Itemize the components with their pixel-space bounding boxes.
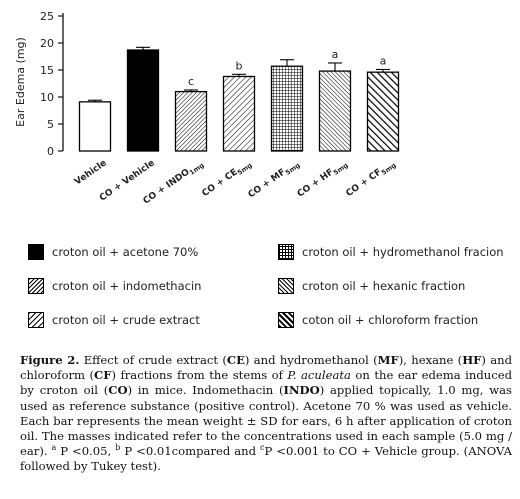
bar (174, 90, 208, 152)
legend-swatch (28, 278, 44, 294)
caption-text: ) fractions from the stems of (111, 368, 288, 383)
caption-species: P. aculeata (287, 368, 351, 383)
caption-abbrev: CO (108, 383, 128, 398)
bars: c b a a (78, 46, 400, 152)
caption-abbrev: MF (377, 353, 399, 367)
caption-abbrev: CE (226, 353, 245, 367)
legend-label: croton oil + hydromethanol fracion (302, 245, 504, 259)
x-tick-label: CO + CF5mg (344, 158, 397, 200)
caption-abbrev: INDO (283, 383, 320, 398)
legend-swatch (278, 278, 294, 294)
legend-label: croton oil + acetone 70% (52, 245, 199, 259)
y-tick-label: 10 (40, 91, 54, 104)
bar (366, 71, 400, 152)
caption-superscript: c (260, 443, 265, 453)
y-tick-label: 20 (40, 37, 54, 50)
significance-label: a (380, 54, 387, 67)
x-tick-label: CO + MF5mg (247, 158, 302, 202)
caption-text: ), hexane ( (398, 353, 463, 367)
significance-label: a (332, 48, 339, 61)
y-tick-label: 25 (40, 10, 54, 23)
bar (78, 101, 112, 152)
caption-abbrev: HF (462, 353, 482, 367)
legend-item-hydromethanol: croton oil + hydromethanol fracion (278, 244, 504, 260)
y-tick-label: 5 (47, 118, 54, 131)
bar (270, 65, 304, 152)
caption-text: ) in mice. Indomethacin ( (127, 383, 284, 398)
legend: croton oil + acetone 70% croton oil + hy… (0, 236, 520, 346)
legend-item-acetone: croton oil + acetone 70% (28, 244, 198, 260)
caption-text: Effect of crude extract ( (79, 353, 227, 367)
bar (318, 70, 352, 152)
bar (222, 75, 256, 152)
significance-label: b (236, 59, 243, 72)
bar (126, 49, 160, 152)
legend-swatch (28, 312, 44, 328)
caption-text: ) applied topically, 1.0 mg, was used as… (20, 383, 512, 459)
y-axis-ticks: 0 5 10 15 20 25 (40, 10, 63, 158)
caption-abbrev: CF (94, 368, 112, 383)
caption-text: on the ear edema induced by croton oil ( (20, 368, 512, 398)
legend-item-chloroform: coton oil + chloroform fraction (278, 312, 478, 328)
y-tick-label: 15 (40, 64, 54, 77)
figure-caption: Figure 2. Effect of crude extract (CE) a… (20, 353, 512, 475)
legend-label: coton oil + chloroform fraction (302, 313, 479, 327)
y-axis-label: Ear Edema (mg) (14, 37, 27, 127)
caption-text: ) and hydromethanol ( (244, 353, 378, 367)
caption-text: P <0.05, (56, 444, 116, 459)
legend-label: croton oil + hexanic fraction (302, 279, 466, 293)
y-tick-label: 0 (47, 145, 54, 158)
caption-figure-label: Figure 2. (20, 353, 80, 367)
caption-text: P <0.001 to CO + Vehicle group. (ANOVA f… (20, 444, 512, 474)
legend-label: croton oil + indomethacin (52, 279, 202, 293)
legend-swatch (278, 244, 294, 260)
legend-item-hexanic: croton oil + hexanic fraction (278, 278, 465, 294)
caption-superscript: a (51, 443, 57, 453)
legend-item-indomethacin: croton oil + indomethacin (28, 278, 201, 294)
x-tick-label: CO + HF5mg (296, 158, 350, 201)
significance-label: c (188, 75, 194, 88)
x-tick-label: Vehicle (73, 158, 109, 187)
caption-text: ) and chloroform ( (20, 353, 512, 383)
legend-label: croton oil + crude extract (52, 313, 200, 327)
caption-text: P <0.01compared and (120, 444, 261, 459)
legend-swatch (278, 312, 294, 328)
x-tick-label: CO + CE5mg (200, 158, 253, 200)
caption-superscript: b (115, 443, 121, 453)
legend-swatch (28, 244, 44, 260)
legend-item-crude-extract: croton oil + crude extract (28, 312, 200, 328)
